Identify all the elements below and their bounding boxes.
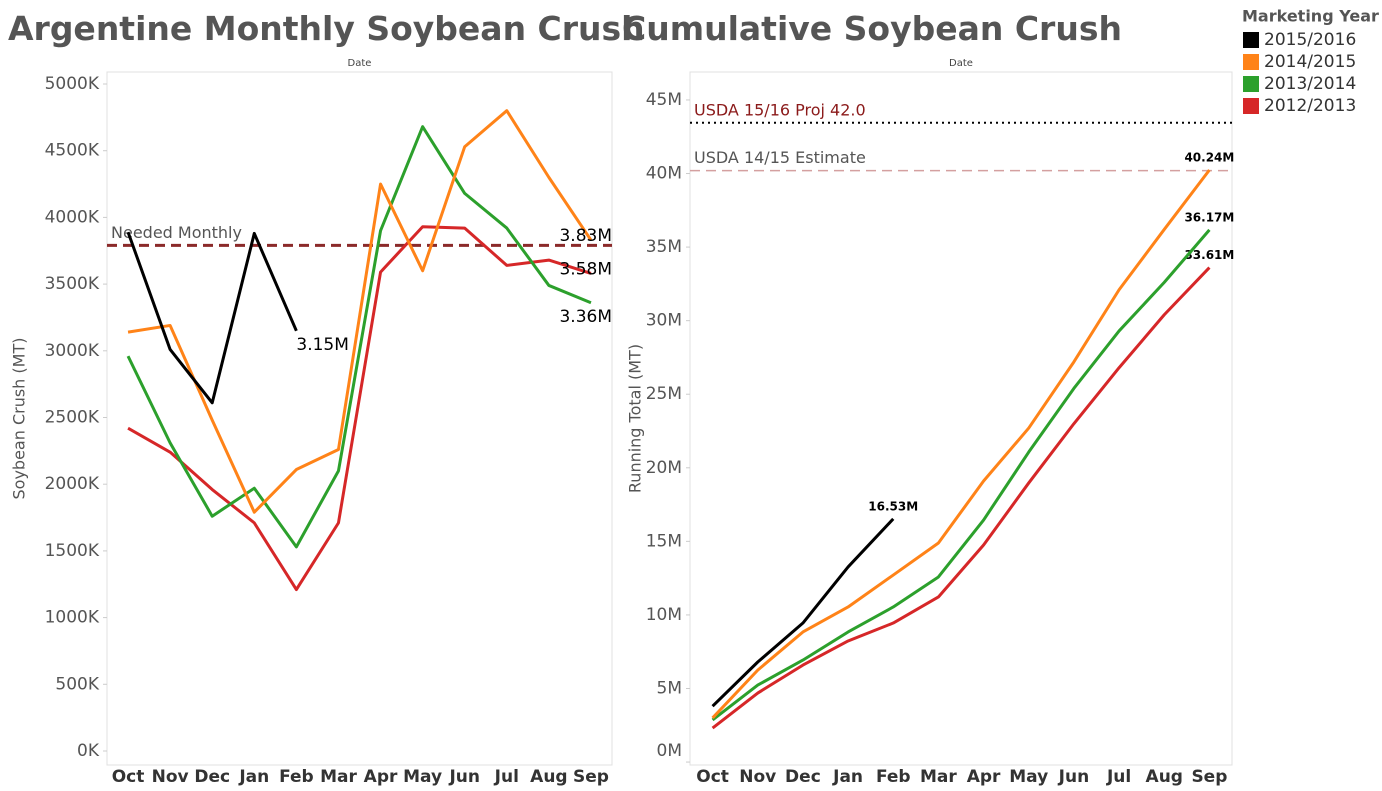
data-label: 3.58M (559, 259, 612, 279)
x-tick-label: Dec (785, 767, 821, 787)
y-axis-title: Soybean Crush (MT) (10, 338, 29, 500)
legend-swatch (1243, 54, 1259, 70)
x-tick-label: Jul (1106, 767, 1131, 787)
series-line (127, 225, 592, 592)
legend-swatch (1243, 98, 1259, 114)
series-line (126, 125, 592, 549)
y-tick-label: 3000K (45, 341, 100, 361)
x-axis-title: Date (949, 58, 973, 69)
y-tick-label: 500K (55, 674, 99, 694)
series-line (711, 228, 1211, 722)
series-line (711, 169, 1211, 719)
x-tick-label: Oct (112, 767, 145, 787)
series-line (711, 517, 895, 708)
x-tick-label: May (1009, 767, 1048, 787)
x-tick-label: Oct (696, 767, 729, 787)
series-line (126, 231, 298, 405)
x-tick-label: Jan (238, 767, 269, 787)
plot-frame (689, 71, 1233, 766)
series-line (711, 266, 1211, 730)
x-tick-label: Sep (1191, 767, 1227, 787)
plot-frame (106, 71, 613, 766)
y-tick-label: 5M (657, 678, 682, 698)
y-tick-label: 25M (646, 384, 682, 404)
y-tick-label: 20M (646, 458, 682, 478)
x-tick-label: Nov (739, 767, 776, 787)
y-tick-label: 45M (646, 90, 682, 110)
y-tick-label: 2000K (45, 474, 100, 494)
x-tick-label: Nov (152, 767, 189, 787)
y-tick-label: 30M (646, 311, 682, 331)
legend-swatch (1243, 76, 1259, 92)
y-tick-label: 1500K (45, 541, 100, 561)
chart-title: Argentine Monthly Soybean Crush (8, 9, 645, 48)
x-tick-label: Dec (194, 767, 230, 787)
x-tick-label: Jun (448, 767, 480, 787)
legend-title: Marketing Year (1242, 7, 1379, 26)
y-tick-label: 10M (646, 605, 682, 625)
legend-swatch (1243, 32, 1259, 48)
reference-label: USDA 14/15 Estimate (694, 148, 866, 167)
y-tick-label: 5000K (45, 74, 100, 94)
data-label: 3.36M (559, 307, 612, 327)
x-tick-label: Feb (876, 767, 911, 787)
legend-label: 2013/2014 (1264, 74, 1356, 94)
data-label: 3.15M (296, 335, 349, 355)
x-tick-label: Apr (967, 767, 1001, 787)
reference-label: USDA 15/16 Proj 42.0 (694, 100, 866, 119)
y-tick-label: 3500K (45, 274, 100, 294)
data-label: 3.83M (559, 226, 612, 246)
series-line (127, 109, 593, 514)
x-axis-title: Date (348, 58, 372, 69)
x-tick-label: Mar (920, 767, 957, 787)
data-label: 40.24M (1184, 150, 1234, 164)
x-tick-label: May (403, 767, 442, 787)
data-label: 16.53M (868, 499, 918, 513)
y-tick-label: 4500K (45, 141, 100, 161)
x-tick-label: Jul (494, 767, 519, 787)
y-tick-label: 1000K (45, 608, 100, 628)
y-tick-label: 4000K (45, 207, 100, 227)
x-tick-label: Sep (573, 767, 609, 787)
x-tick-label: Apr (364, 767, 398, 787)
x-tick-label: Mar (320, 767, 357, 787)
x-tick-label: Feb (279, 767, 314, 787)
data-label: 33.61M (1184, 248, 1234, 262)
y-tick-label: 2500K (45, 407, 100, 427)
data-label: 36.17M (1184, 210, 1234, 224)
x-tick-label: Aug (530, 767, 567, 787)
chart-title: Cumulative Soybean Crush (622, 9, 1122, 48)
y-axis-title: Running Total (MT) (626, 344, 645, 493)
y-tick-label: 0M (657, 741, 682, 761)
legend-label: 2014/2015 (1264, 52, 1356, 72)
reference-label: Needed Monthly (111, 223, 242, 242)
x-tick-label: Aug (1146, 767, 1183, 787)
legend-label: 2015/2016 (1264, 30, 1356, 50)
legend-label: 2012/2013 (1264, 96, 1356, 116)
y-tick-label: 0K (77, 741, 100, 761)
y-tick-label: 15M (646, 531, 682, 551)
x-tick-label: Jan (832, 767, 863, 787)
x-tick-label: Jun (1058, 767, 1090, 787)
y-tick-label: 40M (646, 164, 682, 184)
y-tick-label: 35M (646, 237, 682, 257)
